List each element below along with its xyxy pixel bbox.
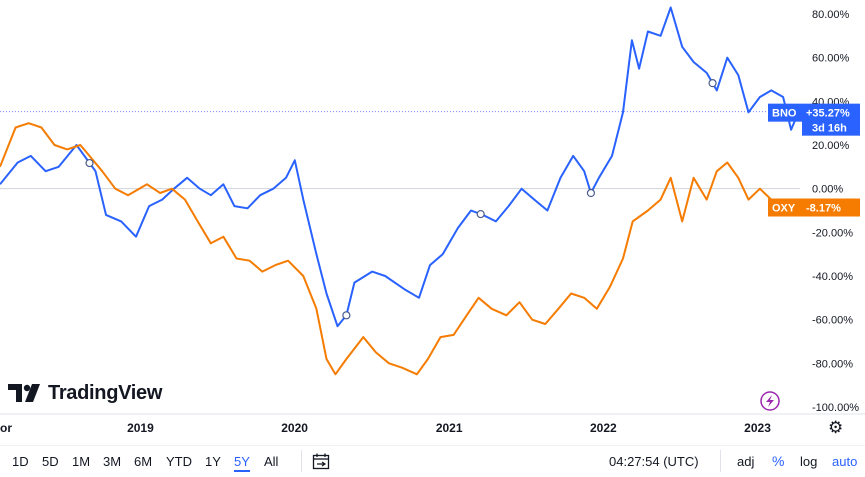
- chart-canvas[interactable]: 80.00%60.00%40.00%20.00%0.00%-20.00%-40.…: [0, 0, 865, 446]
- range-button-all[interactable]: All: [264, 454, 279, 469]
- series-name-label: BNO: [772, 108, 797, 120]
- x-tick-label: 2020: [281, 421, 308, 435]
- x-tick-label: 2023: [744, 421, 771, 435]
- x-tick-label: or: [0, 421, 12, 435]
- dividend-marker[interactable]: [476, 209, 485, 219]
- range-button-5y[interactable]: 5Y: [234, 454, 250, 472]
- price-badge-bno: BNO +35.27% 3d 16h: [768, 103, 860, 136]
- range-button-6m[interactable]: 6M: [134, 454, 153, 469]
- bar-countdown: 3d 16h: [812, 123, 847, 135]
- series-name-label: OXY: [772, 203, 796, 215]
- range-button-ytd[interactable]: YTD: [166, 454, 192, 469]
- auto-scale-toggle[interactable]: auto: [832, 454, 858, 469]
- y-tick-label: -80.00%: [812, 358, 853, 370]
- dividend-marker[interactable]: [85, 158, 94, 168]
- y-tick-label: -20.00%: [812, 227, 853, 239]
- gear-icon[interactable]: ⚙: [828, 418, 844, 437]
- range-button-1y[interactable]: 1Y: [205, 454, 221, 469]
- log-scale-toggle[interactable]: log: [800, 454, 818, 469]
- y-tick-label: 20.00%: [812, 140, 850, 152]
- adj-toggle[interactable]: adj: [737, 454, 755, 469]
- y-tick-label: 80.00%: [812, 9, 850, 21]
- range-button-5d[interactable]: 5D: [42, 454, 59, 469]
- utc-clock[interactable]: 04:27:54 (UTC): [609, 454, 699, 469]
- x-tick-label: 2022: [590, 421, 617, 435]
- toolbar-divider: [301, 450, 302, 472]
- y-tick-label: -100.00%: [812, 402, 859, 414]
- x-tick-label: 2021: [436, 421, 463, 435]
- series-last-value: -8.17%: [806, 203, 841, 215]
- series-line-oxy[interactable]: [0, 122, 799, 376]
- dividend-marker[interactable]: [708, 79, 717, 88]
- price-badge-oxy: OXY -8.17%: [768, 198, 860, 217]
- range-button-3m[interactable]: 3M: [103, 454, 122, 469]
- series-line-bno[interactable]: [0, 6, 800, 328]
- x-tick-label: 2019: [127, 421, 154, 435]
- tradingview-logo-icon: [8, 384, 40, 402]
- range-button-1d[interactable]: 1D: [12, 454, 29, 469]
- percent-scale-toggle[interactable]: %: [772, 453, 785, 469]
- calendar-range-icon[interactable]: [312, 453, 330, 470]
- y-tick-label: -40.00%: [812, 271, 853, 283]
- range-button-1m[interactable]: 1M: [72, 454, 91, 469]
- toolbar-divider: [720, 450, 721, 472]
- tradingview-logo[interactable]: TradingView: [8, 381, 162, 405]
- bottom-toolbar: 1D 5D 1M 3M 6M YTD 1Y 5Y All 04:27:54 (UTC) adj …: [0, 446, 865, 477]
- dividend-marker[interactable]: [342, 311, 351, 320]
- dividend-marker[interactable]: [586, 188, 596, 198]
- lightning-icon[interactable]: [760, 391, 780, 411]
- y-tick-label: -60.00%: [812, 315, 853, 327]
- y-tick-label: 0.00%: [812, 184, 843, 196]
- series-last-value: +35.27%: [806, 108, 850, 120]
- tradingview-logo-text: TradingView: [48, 381, 163, 404]
- y-tick-label: 60.00%: [812, 53, 850, 65]
